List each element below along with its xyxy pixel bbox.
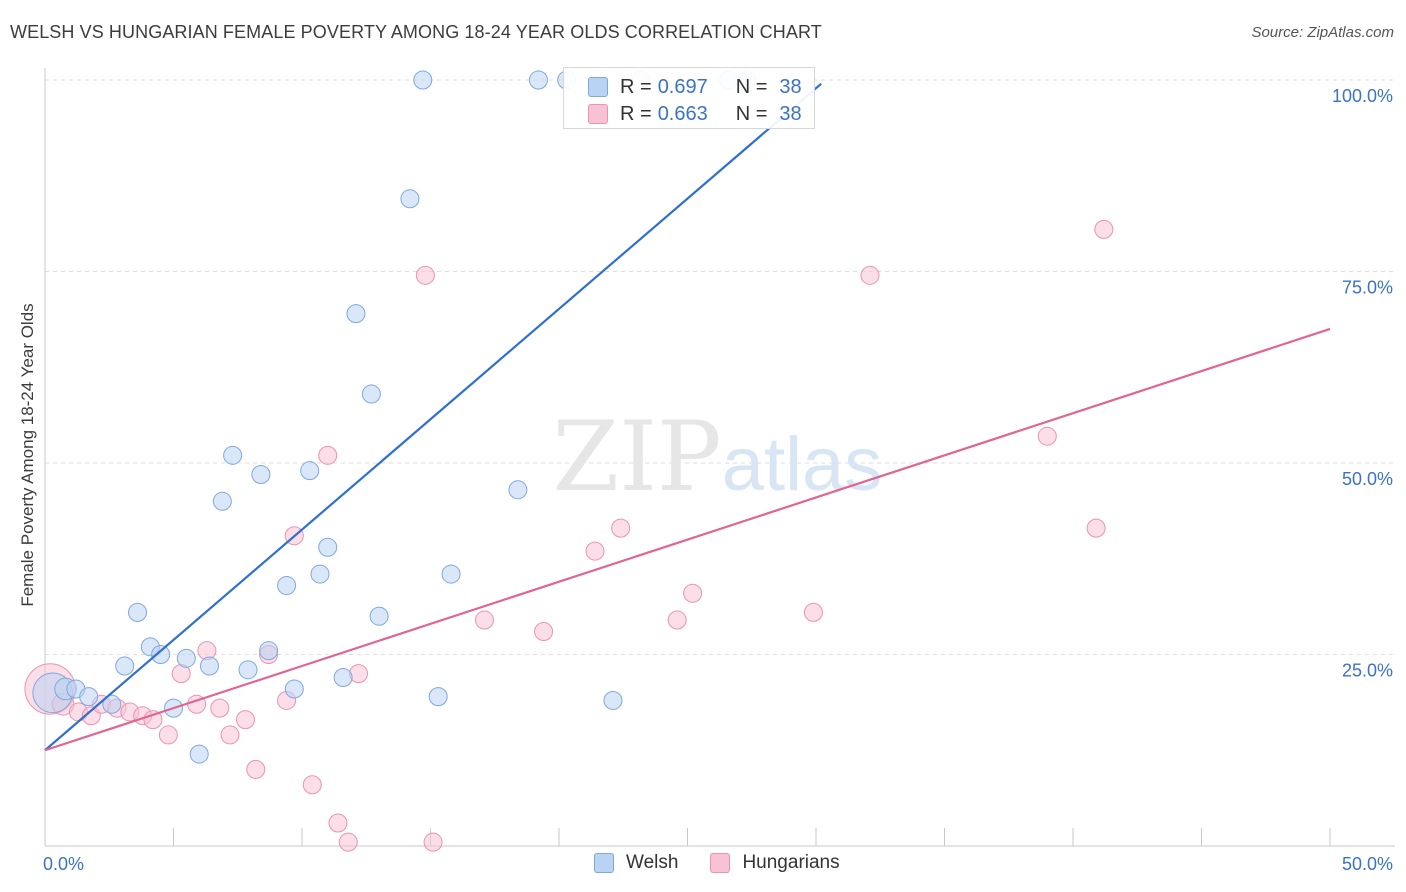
welsh-point-4 [102, 694, 122, 714]
hungarian-point-25 [415, 265, 435, 285]
hungarian-point-35 [1037, 426, 1057, 446]
hungarian-point-8 [143, 710, 163, 730]
welsh-point-30 [441, 564, 461, 584]
hungarian-point-16 [246, 759, 266, 779]
welsh-point-28 [413, 70, 433, 90]
welsh-point-8 [151, 645, 171, 664]
welsh-trend-line [44, 82, 822, 752]
tick-labels: 25.0% 50.0% 75.0% 100.0% 0.0% 50.0% [43, 86, 1393, 874]
x-tick-label-0: 0.0% [43, 854, 84, 874]
watermark-zip: ZIP [552, 401, 721, 513]
welsh-point-25 [361, 384, 381, 404]
welsh-point-32 [528, 70, 548, 90]
watermark-atlas: atlas [722, 422, 883, 507]
hungarian-point-31 [667, 610, 687, 630]
welsh-point-21 [310, 564, 330, 584]
hungarian-n-label: N = [735, 102, 768, 125]
hungarian-point-29 [585, 541, 605, 561]
y-tick-label-50: 50.0% [1342, 469, 1393, 489]
hungarian-r-value: 0.663 [657, 102, 708, 125]
welsh-swatch [588, 77, 608, 97]
welsh-r-value: 0.697 [657, 75, 708, 98]
legend-item-welsh[interactable]: Welsh [594, 852, 678, 874]
hungarian-legend-label: Hungarians [742, 852, 840, 873]
axis-layer [44, 68, 1395, 847]
welsh-point-17 [259, 641, 279, 661]
hungarian-point-15 [235, 710, 255, 730]
welsh-point-12 [199, 656, 219, 676]
hungarian-point-22 [328, 813, 348, 833]
hungarian-point-33 [803, 602, 823, 622]
welsh-point-29 [428, 687, 448, 707]
welsh-point-24 [346, 304, 366, 324]
y-axis-label: Female Poverty Among 18-24 Year Olds [18, 303, 37, 607]
welsh-point-5 [115, 656, 135, 676]
hungarian-point-27 [474, 610, 494, 630]
welsh-point-15 [238, 660, 258, 680]
grid-layer [45, 79, 1395, 655]
hungarian-legend-swatch [710, 853, 731, 873]
hungarian-point-37 [1094, 219, 1114, 239]
hungarian-r-label: R = [620, 102, 652, 125]
welsh-point-16 [251, 464, 271, 484]
hungarian-point-30 [611, 518, 631, 538]
hungarian-point-23 [338, 832, 358, 852]
legend-item-hungarians[interactable]: Hungarians [710, 852, 840, 874]
hungarian-point-32 [683, 583, 703, 603]
hungarian-point-36 [1086, 518, 1106, 538]
welsh-point-19 [284, 679, 304, 699]
welsh-point-11 [189, 744, 209, 764]
welsh-r-label: R = [620, 75, 652, 98]
welsh-point-14 [223, 445, 243, 465]
welsh-point-34 [603, 690, 623, 710]
hungarian-points [24, 219, 1114, 852]
y-tick-label-75: 75.0% [1342, 278, 1393, 298]
welsh-point-13 [212, 491, 232, 511]
welsh-n-value: 38 [779, 75, 802, 98]
welsh-point-20 [300, 461, 320, 481]
chart-title: WELSH VS HUNGARIAN FEMALE POVERTY AMONG … [10, 22, 822, 42]
correlation-legend: R = 0.697 N = 38 R = 0.663 N = 38 [563, 67, 815, 129]
watermark: ZIP atlas [552, 401, 882, 513]
welsh-point-3 [79, 687, 99, 707]
welsh-point-10 [176, 648, 196, 668]
y-tick-label-100: 100.0% [1332, 86, 1393, 106]
hungarian-trend-line [44, 327, 1331, 752]
source-credit: Source: ZipAtlas.com [1251, 24, 1394, 41]
welsh-point-31 [508, 480, 528, 500]
trend-lines [44, 82, 1331, 752]
y-tick-label-25: 25.0% [1342, 661, 1393, 681]
hungarian-point-21 [318, 445, 338, 465]
series-legend: Welsh Hungarians [594, 852, 872, 874]
welsh-n-label: N = [735, 75, 768, 98]
hungarian-point-9 [158, 725, 178, 745]
welsh-point-27 [400, 189, 420, 209]
legend-row-hungarian: R = 0.663 N = 38 [588, 102, 802, 126]
welsh-point-22 [318, 537, 338, 557]
welsh-point-26 [369, 606, 389, 626]
hungarian-point-14 [220, 725, 240, 745]
welsh-legend-swatch [594, 853, 614, 873]
welsh-point-18 [277, 576, 297, 596]
x-tick-label-50: 50.0% [1342, 854, 1393, 874]
hungarian-point-13 [210, 698, 230, 718]
welsh-legend-label: Welsh [626, 852, 679, 873]
legend-row-welsh: R = 0.697 N = 38 [588, 75, 802, 99]
hungarian-point-28 [534, 622, 554, 642]
welsh-point-6 [128, 602, 148, 622]
hungarian-point-20 [302, 775, 322, 795]
hungarian-point-34 [860, 265, 880, 285]
welsh-point-23 [333, 667, 353, 687]
hungarian-n-value: 38 [779, 102, 802, 125]
hungarian-swatch [588, 104, 608, 124]
hungarian-point-26 [423, 832, 443, 852]
